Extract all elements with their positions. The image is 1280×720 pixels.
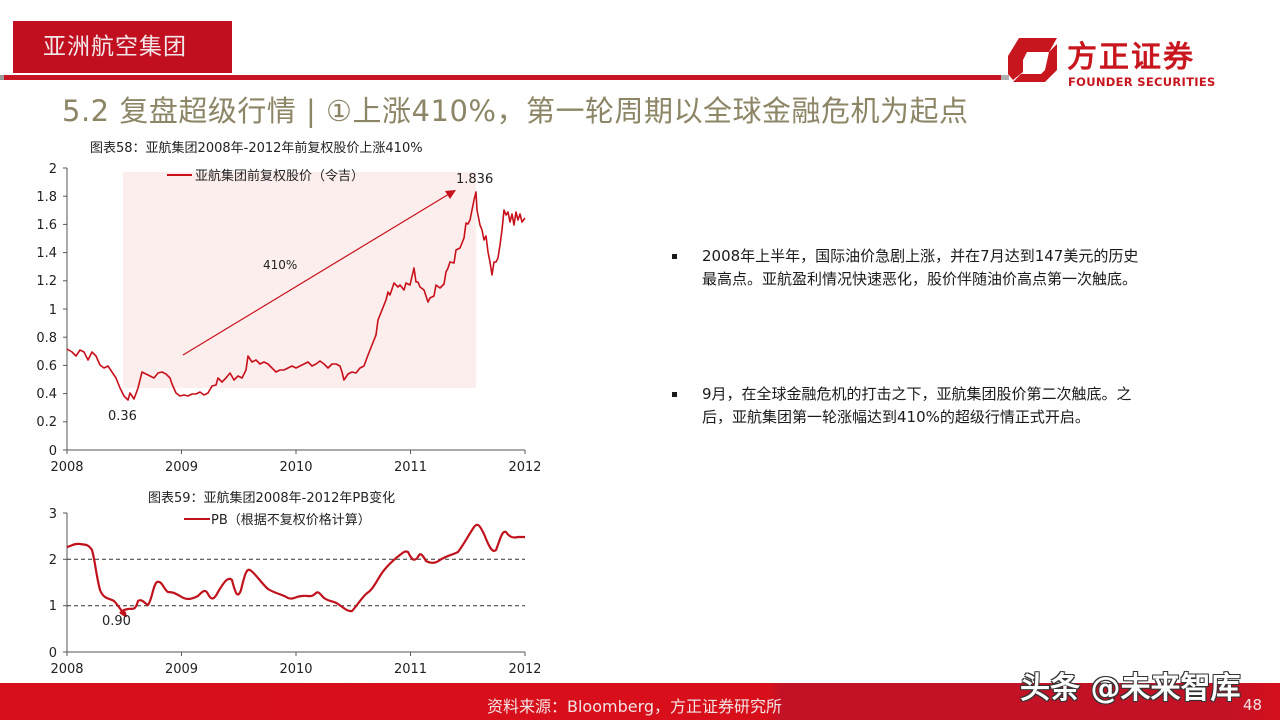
annotation-pb-low: 0.90 (102, 614, 131, 629)
chart-59-legend: PB（根据不复权价格计算） (211, 512, 371, 528)
page-number: 48 (1243, 696, 1263, 714)
header-divider-right-cap (1001, 75, 1009, 80)
y-tick: 0.8 (36, 331, 57, 346)
annotation-low: 0.36 (108, 409, 137, 424)
x-tick: 2011 (394, 460, 427, 475)
x-tick: 2012 (508, 460, 540, 475)
x-tick: 2008 (50, 662, 83, 677)
section-tag: 亚洲航空集团 (13, 21, 232, 73)
x-tick: 2012 (508, 662, 540, 677)
annotation-peak: 1.836 (456, 172, 493, 187)
bullet-square-icon (672, 254, 677, 259)
y-tick: 1.4 (36, 246, 57, 261)
bullet-text: 9月，在全球金融危机的打击之下，亚航集团股价第二次触底。之后，亚航集团第一轮涨幅… (702, 385, 1132, 426)
bullet-square-icon (672, 392, 677, 397)
header-divider-left-cap (0, 75, 4, 80)
logo-mark-icon (1008, 38, 1057, 82)
header-divider (0, 75, 1008, 80)
chart-58-title: 图表58：亚航集团2008年-2012年前复权股价上涨410% (90, 141, 423, 156)
footer-bar (0, 683, 1280, 720)
watermark: 头条 @未来智库 (1020, 671, 1241, 706)
y-tick: 0.4 (36, 387, 57, 402)
y-tick: 0 (49, 444, 57, 459)
y-tick: 3 (49, 507, 57, 522)
trend-arrow (182, 193, 450, 356)
x-tick: 2010 (279, 662, 312, 677)
y-tick: 1.8 (36, 190, 57, 205)
annotation-410: 410% (263, 258, 297, 272)
highlight-region (123, 172, 476, 388)
y-tick: 0.2 (36, 415, 57, 430)
chart-59-title: 图表59：亚航集团2008年-2012年PB变化 (148, 491, 396, 506)
pb-line (66, 523, 525, 618)
y-tick: 0.6 (36, 359, 57, 374)
price-line (66, 191, 526, 401)
footer-source: 资料来源：Bloomberg，方正证券研究所 (487, 697, 783, 716)
y-tick: 1 (49, 599, 57, 614)
y-tick: 2 (49, 553, 57, 568)
page-title: 5.2 复盘超级行情 | ①上涨410%，第一轮周期以全球金融危机为起点 (62, 94, 969, 128)
x-tick: 2009 (165, 460, 198, 475)
logo-english-name: FOUNDER SECURITIES (1068, 75, 1216, 89)
x-tick: 2010 (279, 460, 312, 475)
x-tick: 2009 (165, 662, 198, 677)
x-tick: 2008 (50, 460, 83, 475)
y-tick: 1.2 (36, 274, 57, 289)
x-tick: 2011 (394, 662, 427, 677)
y-tick: 0 (49, 646, 57, 661)
chart-58-stock-price: 2 1.8 1.6 1.4 1.2 1 0.8 0.6 0.4 0.2 0 20… (36, 162, 540, 475)
chart-58-legend: 亚航集团前复权股价（令吉） (195, 168, 364, 184)
y-tick: 1 (49, 303, 57, 318)
y-tick: 1.6 (36, 218, 57, 233)
chart-59-pb: 3 2 1 0 2008 2009 2010 2011 2012 PB（根据不复… (49, 507, 540, 677)
y-tick: 2 (49, 162, 57, 177)
founder-securities-logo: 方正证券 FOUNDER SECURITIES (1005, 30, 1220, 90)
logo-chinese-name: 方正证券 (1067, 40, 1195, 75)
bullet-text: 2008年上半年，国际油价急剧上涨，并在7月达到147美元的历史最高点。亚航盈利… (702, 247, 1139, 288)
